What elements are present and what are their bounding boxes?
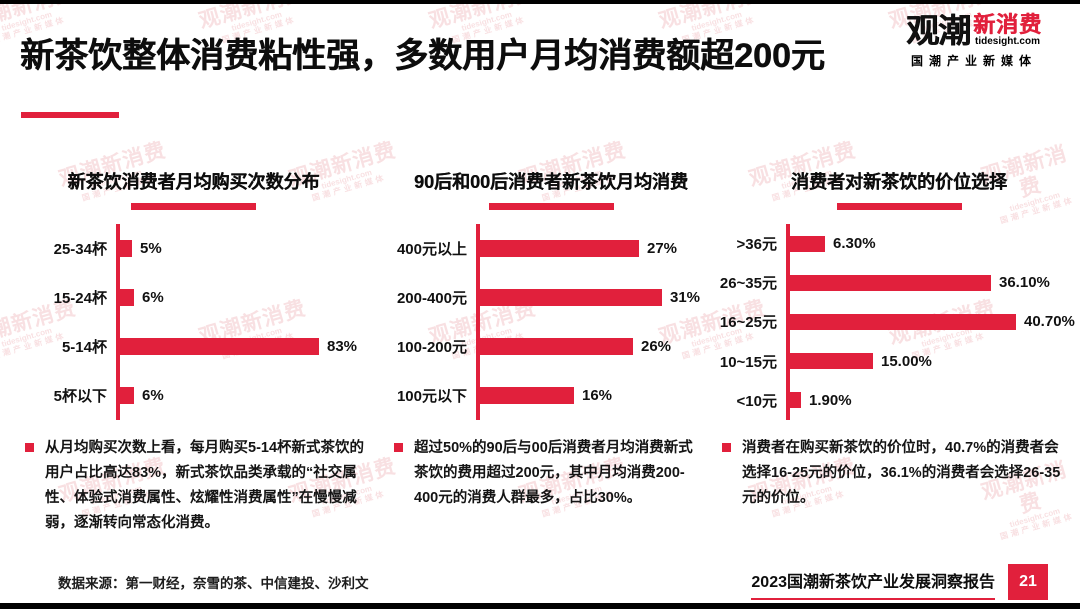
bar <box>120 338 319 355</box>
category-axis: 25-34杯 15-24杯 5-14杯 5杯以下 <box>21 224 116 420</box>
category-label: 16~25元 <box>719 314 777 332</box>
chart-title-underline <box>131 203 256 210</box>
bar-row: 16% <box>480 387 712 404</box>
bar-row: 1.90% <box>790 392 1080 409</box>
chart-note: 超过50%的90后与00后消费者月均消费新式茶饮的费用超过200元，其中月均消费… <box>390 436 712 511</box>
bar-chart: 400元以上 200-400元 100-200元 100元以下 27% 31% 26% 16… <box>390 224 712 420</box>
category-label: 10~15元 <box>719 353 777 371</box>
bullet-square-icon <box>25 443 34 452</box>
bar-row: 15.00% <box>790 353 1080 370</box>
bar <box>120 387 134 404</box>
value-label: 26% <box>641 338 672 355</box>
category-label: 5杯以下 <box>53 388 107 405</box>
page-title: 新茶饮整体消费粘性强，多数用户月均消费额超200元 <box>20 37 825 75</box>
bar <box>480 387 574 404</box>
category-axis: >36元 26~35元 16~25元 10~15元 <10元 <box>718 224 786 420</box>
value-label: 6% <box>142 387 164 404</box>
bars-area: 27% 31% 26% 16% <box>476 224 712 420</box>
bar <box>120 240 132 257</box>
category-axis: 400元以上 200-400元 100-200元 100元以下 <box>390 224 476 420</box>
bar <box>480 289 662 306</box>
chart-note: 消费者在购买新茶饮的价位时，40.7%的消费者会选择16-25元的价位，36.1… <box>718 436 1080 511</box>
value-label: 15.00% <box>881 352 932 370</box>
bar <box>480 338 633 355</box>
note-text: 从月均购买次数上看，每月购买5-14杯新式茶饮的用户占比高达83%，新式茶饮品类… <box>45 440 365 531</box>
chart-title-underline <box>488 203 614 210</box>
category-label: >36元 <box>736 236 777 254</box>
report-title-wrap: 2023国潮新茶饮产业发展洞察报告 <box>751 564 995 600</box>
chart-title: 新茶饮消费者月均购买次数分布 <box>67 172 320 192</box>
footer-right: 2023国潮新茶饮产业发展洞察报告 21 <box>751 564 1048 600</box>
category-label: 100元以下 <box>396 388 467 405</box>
category-label: 26~35元 <box>719 275 777 293</box>
brand-main-text: 观潮 <box>905 12 971 49</box>
chart-title: 消费者对新茶饮的价位选择 <box>791 172 1007 192</box>
value-label: 5% <box>140 240 162 257</box>
bottom-black-bar <box>0 603 1080 609</box>
category-label: 25-34杯 <box>53 241 107 258</box>
bar-chart: 25-34杯 15-24杯 5-14杯 5杯以下 5% 6% 83% 6% <box>21 224 366 420</box>
bar-row: 6.30% <box>790 235 1080 252</box>
bars-area: 6.30% 36.10% 40.70% 15.00% 1.90% <box>786 224 1080 420</box>
chart-title-underline <box>836 203 962 210</box>
value-label: 83% <box>327 338 358 355</box>
chart-column-monthly-spend: 90后和00后消费者新茶饮月均消费 400元以上 200-400元 100-200元… <box>390 168 712 511</box>
bars-area: 5% 6% 83% 6% <box>116 224 366 420</box>
value-label: 31% <box>670 289 701 306</box>
bar-row: 6% <box>120 387 366 404</box>
brand-domain-text: tidesight.com <box>974 36 1040 47</box>
category-label: <10元 <box>736 392 777 410</box>
bar-row: 36.10% <box>790 274 1080 291</box>
bullet-square-icon <box>722 443 731 452</box>
bar <box>790 313 1016 330</box>
bar <box>480 240 639 257</box>
category-label: 100-200元 <box>396 339 467 356</box>
bar-row: 83% <box>120 338 366 355</box>
bar-row: 26% <box>480 338 712 355</box>
bar <box>790 235 825 252</box>
bar-row: 5% <box>120 240 366 257</box>
page-number-badge: 21 <box>1008 564 1048 600</box>
bar <box>790 274 991 291</box>
bar <box>790 353 873 370</box>
bar <box>790 392 801 409</box>
note-text: 消费者在购买新茶饮的价位时，40.7%的消费者会选择16-25元的价位，36.1… <box>742 440 1061 506</box>
value-label: 1.90% <box>809 391 852 409</box>
bar-row: 6% <box>120 289 366 306</box>
category-label: 15-24杯 <box>53 290 107 307</box>
chart-column-purchase-frequency: 新茶饮消费者月均购买次数分布 25-34杯 15-24杯 5-14杯 5杯以下 5% 6… <box>21 168 366 536</box>
bar-row: 40.70% <box>790 313 1080 330</box>
value-label: 36.10% <box>999 274 1050 292</box>
category-label: 200-400元 <box>396 290 467 307</box>
note-text: 超过50%的90后与00后消费者月均消费新式茶饮的费用超过200元，其中月均消费… <box>414 440 693 506</box>
data-source-text: 数据来源：第一财经，奈雪的茶、中信建投、沙利文 <box>58 576 369 591</box>
brand-sub-text: 新消费 <box>972 12 1042 37</box>
brand-logo: 观潮 新消费 tidesight.com 国潮产业新媒体 <box>886 14 1062 69</box>
title-accent-dash <box>21 112 119 118</box>
value-label: 27% <box>647 240 678 257</box>
chart-note: 从月均购买次数上看，每月购买5-14杯新式茶饮的用户占比高达83%，新式茶饮品类… <box>21 436 366 536</box>
bar-chart: >36元 26~35元 16~25元 10~15元 <10元 6.30% 36.10% 40… <box>718 224 1080 420</box>
category-label: 5-14杯 <box>61 339 107 356</box>
report-title-underline <box>751 598 995 600</box>
chart-column-price-preference: 消费者对新茶饮的价位选择 >36元 26~35元 16~25元 10~15元 <10元 … <box>718 168 1080 511</box>
bar-row: 31% <box>480 289 712 306</box>
value-label: 40.70% <box>1024 313 1075 331</box>
value-label: 16% <box>582 387 613 404</box>
value-label: 6% <box>142 289 164 306</box>
brand-tagline: 国潮产业新媒体 <box>910 54 1037 68</box>
report-title: 2023国潮新茶饮产业发展洞察报告 <box>751 574 995 591</box>
top-black-bar <box>0 0 1080 4</box>
bar <box>120 289 134 306</box>
bullet-square-icon <box>394 443 403 452</box>
bar-row: 27% <box>480 240 712 257</box>
value-label: 6.30% <box>833 235 876 253</box>
chart-title: 90后和00后消费者新茶饮月均消费 <box>413 172 689 192</box>
category-label: 400元以上 <box>396 241 467 258</box>
